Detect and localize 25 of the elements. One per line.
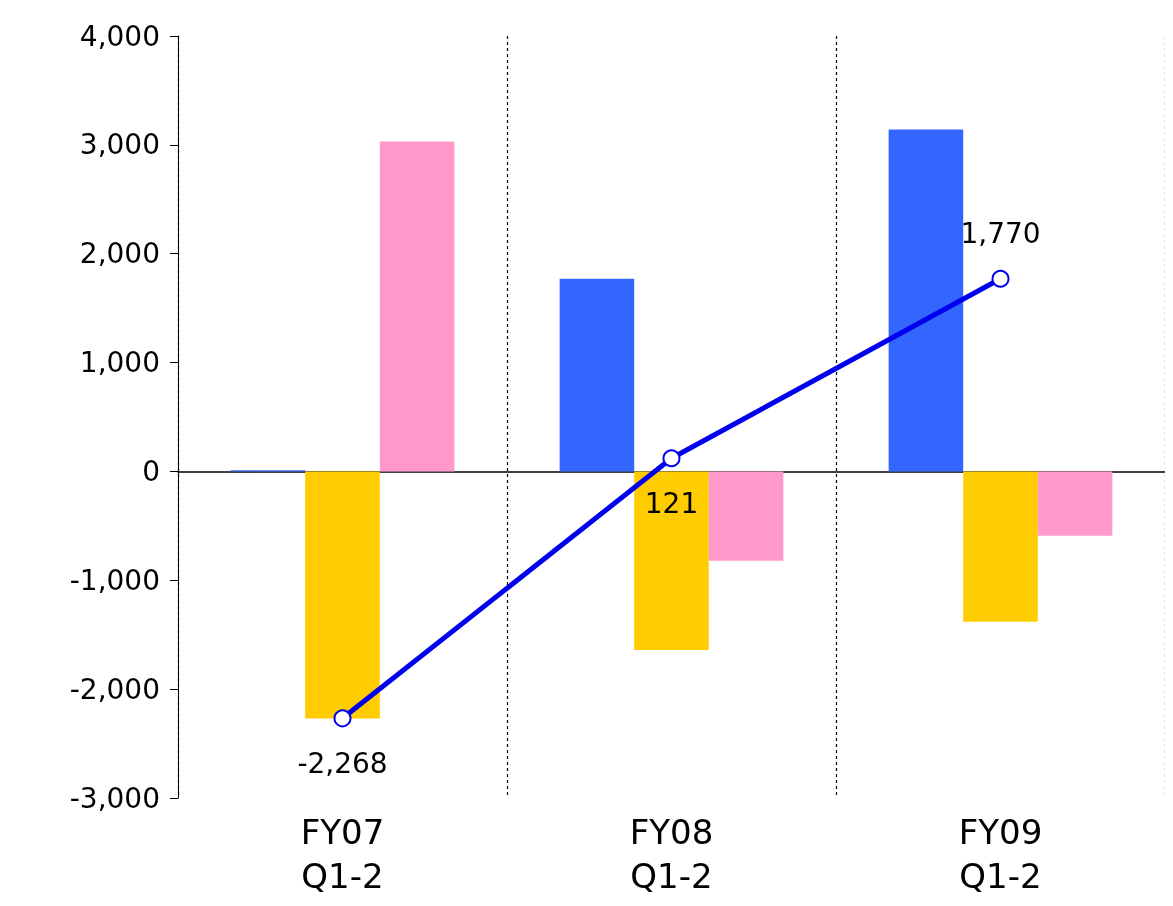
bar [888, 129, 964, 472]
y-tick-label: 0 [142, 454, 160, 488]
bar [1037, 471, 1113, 536]
x-tick-label: FY09 Q1-2 [958, 812, 1043, 896]
x-tick-label: FY07 Q1-2 [300, 812, 385, 896]
bar [963, 471, 1038, 622]
y-tick-label: 3,000 [79, 128, 160, 162]
data-label: -2,268 [297, 746, 388, 780]
point [991, 269, 1010, 288]
y-tick-label: 2,000 [79, 237, 160, 271]
bar [559, 278, 635, 472]
data-label: 1,770 [960, 217, 1041, 251]
point [662, 449, 681, 468]
bar [305, 471, 380, 719]
bar [708, 471, 784, 561]
y-tick-label: -1,000 [69, 563, 160, 597]
bar [379, 141, 455, 472]
y-tick-label: -2,000 [69, 672, 160, 706]
point [333, 709, 352, 728]
data-label: 121 [644, 486, 699, 520]
y-tick-label: -3,000 [69, 781, 160, 815]
bar [634, 471, 709, 650]
y-tick-label: 1,000 [79, 346, 160, 380]
y-tick-label: 4,000 [79, 19, 160, 53]
x-tick-label: FY08 Q1-2 [629, 812, 714, 896]
